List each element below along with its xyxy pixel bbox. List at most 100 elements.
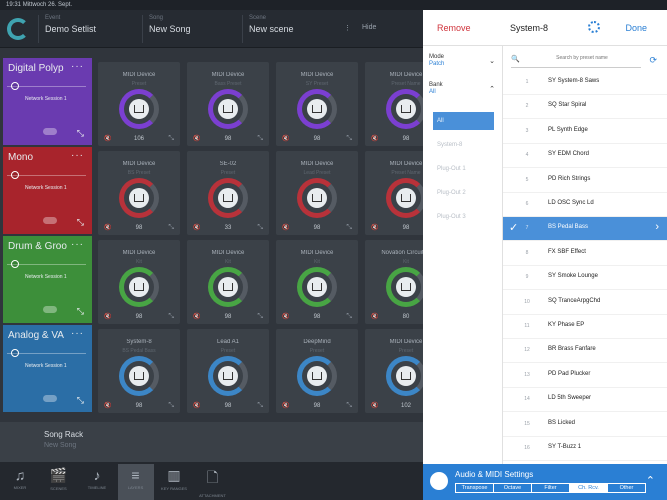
chevron-up-icon[interactable]: ⌃ (645, 475, 655, 487)
volume-knob[interactable] (208, 178, 248, 218)
audio-midi-settings[interactable]: Audio & MIDI Settings Transpose Octave Fil… (423, 464, 667, 500)
bank-selector[interactable]: Bank All ⌃ (429, 82, 497, 95)
mute-icon[interactable]: 🔇 (193, 136, 201, 142)
mute-icon[interactable]: 🔇 (371, 225, 379, 231)
bank-item[interactable]: System-8 (437, 142, 463, 148)
instrument-cell[interactable]: MIDI Device Kit 98 🔇 ⤡ (187, 240, 269, 324)
instrument-cell[interactable]: MIDI Device Bass Preset 98 🔇 ⤡ (187, 62, 269, 146)
mute-icon[interactable]: 🔇 (104, 225, 112, 231)
preset-row[interactable]: 10 SQ TranceArpgChd (503, 291, 667, 315)
gear-icon[interactable] (588, 21, 600, 33)
remove-button[interactable]: Remove (437, 23, 471, 33)
mute-icon[interactable]: 🔇 (371, 314, 379, 320)
volume-knob[interactable] (119, 356, 159, 396)
part-tile[interactable]: Mono ··· Network Session 1 ⤡ (3, 147, 92, 234)
preset-row[interactable]: 2 SQ Star Spiral (503, 95, 667, 120)
mute-icon[interactable]: 🔇 (104, 136, 112, 142)
mute-icon[interactable]: 🔇 (104, 314, 112, 320)
part-toggle[interactable] (43, 217, 57, 224)
mute-icon[interactable]: 🔇 (371, 136, 379, 142)
mute-icon[interactable]: 🔇 (282, 225, 290, 231)
settings-tab[interactable]: Other (607, 483, 646, 493)
volume-knob[interactable] (297, 356, 337, 396)
mute-icon[interactable]: 🔇 (104, 403, 112, 409)
mute-icon[interactable]: 🔇 (193, 225, 201, 231)
song-rack[interactable]: Song Rack New Song (0, 422, 423, 462)
expand-icon[interactable]: ⤡ (257, 313, 263, 320)
instrument-cell[interactable]: SE-02 Preset 33 🔇 ⤡ (187, 151, 269, 235)
search-input[interactable] (523, 55, 641, 61)
instrument-cell[interactable]: MIDI Device Preset 106 🔇 ⤡ (98, 62, 180, 146)
volume-knob[interactable] (386, 89, 426, 129)
tab-scenes[interactable]: 🎬 SCENES (41, 464, 77, 500)
mute-icon[interactable]: 🔇 (371, 403, 379, 409)
more-icon[interactable]: ··· (71, 150, 84, 161)
volume-knob[interactable] (208, 356, 248, 396)
preset-row[interactable]: 6 LD OSC Sync Ld (503, 193, 667, 217)
volume-knob[interactable] (208, 267, 248, 307)
output-knob-icon[interactable] (11, 260, 19, 268)
settings-tab[interactable]: Octave (493, 483, 532, 493)
volume-knob[interactable] (386, 356, 426, 396)
output-knob-icon[interactable] (11, 82, 19, 90)
tab-layers[interactable]: ≡ LAYERS (117, 464, 154, 500)
part-tile[interactable]: Drum & Groo ··· Network Session 1 ⤡ (3, 236, 92, 323)
expand-icon[interactable]: ⤡ (257, 402, 263, 409)
volume-knob[interactable] (297, 89, 337, 129)
bank-item[interactable]: Plug-Out 2 (437, 190, 466, 196)
volume-knob[interactable] (386, 178, 426, 218)
expand-icon[interactable]: ⤡ (168, 402, 174, 409)
expand-icon[interactable]: ⤡ (168, 135, 174, 142)
preset-row[interactable]: 5 PD Rich Strings (503, 169, 667, 193)
tab-timeline[interactable]: ♪ TIMELINE (79, 464, 115, 500)
preset-row[interactable]: 1 SY System-8 Saws (503, 71, 667, 95)
preset-row[interactable]: 14 LD 5th Sweeper (503, 388, 667, 413)
preset-row[interactable]: 16 SY T-Buzz 1 (503, 437, 667, 461)
refresh-icon[interactable]: ⟳ (649, 55, 657, 65)
expand-icon[interactable]: ⤡ (168, 313, 174, 320)
volume-knob[interactable] (119, 267, 159, 307)
expand-icon[interactable]: ⤡ (168, 224, 174, 231)
mute-icon[interactable]: 🔇 (282, 314, 290, 320)
instrument-cell[interactable]: MIDI Device SY Preset 98 🔇 ⤡ (276, 62, 358, 146)
expand-icon[interactable]: ⤡ (257, 135, 263, 142)
more-icon[interactable]: ··· (71, 328, 84, 339)
bank-item[interactable]: Plug-Out 1 (437, 166, 466, 172)
preset-row[interactable]: 13 PD Pad Plucker (503, 364, 667, 388)
expand-icon[interactable]: ⤡ (346, 402, 352, 409)
instrument-cell[interactable]: System-8 BS Pedal Bass 98 🔇 ⤡ (98, 329, 180, 413)
volume-knob[interactable] (119, 89, 159, 129)
instrument-cell[interactable]: MIDI Device BS Preset 98 🔇 ⤡ (98, 151, 180, 235)
preset-row[interactable]: 15 BS Licked (503, 413, 667, 437)
bank-item[interactable]: Plug-Out 3 (437, 214, 466, 220)
output-knob-icon[interactable] (11, 171, 19, 179)
volume-knob[interactable] (297, 267, 337, 307)
settings-tab[interactable]: Transpose (455, 483, 494, 493)
preset-row[interactable]: 4 SY EDM Chord (503, 144, 667, 169)
output-knob-icon[interactable] (11, 349, 19, 357)
volume-knob[interactable] (119, 178, 159, 218)
event-selector[interactable]: Event Demo Setlist (38, 15, 140, 43)
preset-row[interactable]: 9 SY Smoke Lounge (503, 266, 667, 291)
instrument-cell[interactable]: Lead A1 Preset 98 🔇 ⤡ (187, 329, 269, 413)
expand-icon[interactable]: ⤡ (76, 217, 84, 227)
tab-attachment[interactable]: 🗋 ATTACHMENT (195, 464, 231, 500)
instrument-cell[interactable]: MIDI Device Kit 98 🔇 ⤡ (98, 240, 180, 324)
done-button[interactable]: Done (625, 23, 647, 33)
settings-tab[interactable]: Ch. Rcv. (569, 483, 608, 493)
preset-row[interactable]: 3 PL Synth Edge (503, 120, 667, 144)
preset-row[interactable]: 11 KY Phase EP (503, 315, 667, 339)
part-toggle[interactable] (43, 395, 57, 402)
more-icon[interactable]: ··· (71, 61, 84, 72)
expand-icon[interactable]: ⤡ (257, 224, 263, 231)
expand-icon[interactable]: ⤡ (346, 135, 352, 142)
preset-row[interactable]: ✓ › 7 BS Pedal Bass (503, 217, 667, 242)
part-toggle[interactable] (43, 306, 57, 313)
expand-icon[interactable]: ⤡ (346, 313, 352, 320)
instrument-cell[interactable]: MIDI Device Lead Preset 98 🔇 ⤡ (276, 151, 358, 235)
tab-key-ranges[interactable]: ▥ KEY RANGES (156, 464, 192, 500)
preset-row[interactable]: 12 BR Brass Fanfare (503, 339, 667, 364)
expand-icon[interactable]: ⤡ (76, 128, 84, 138)
instrument-cell[interactable]: DeepMind Preset 98 🔇 ⤡ (276, 329, 358, 413)
mute-icon[interactable]: 🔇 (282, 403, 290, 409)
